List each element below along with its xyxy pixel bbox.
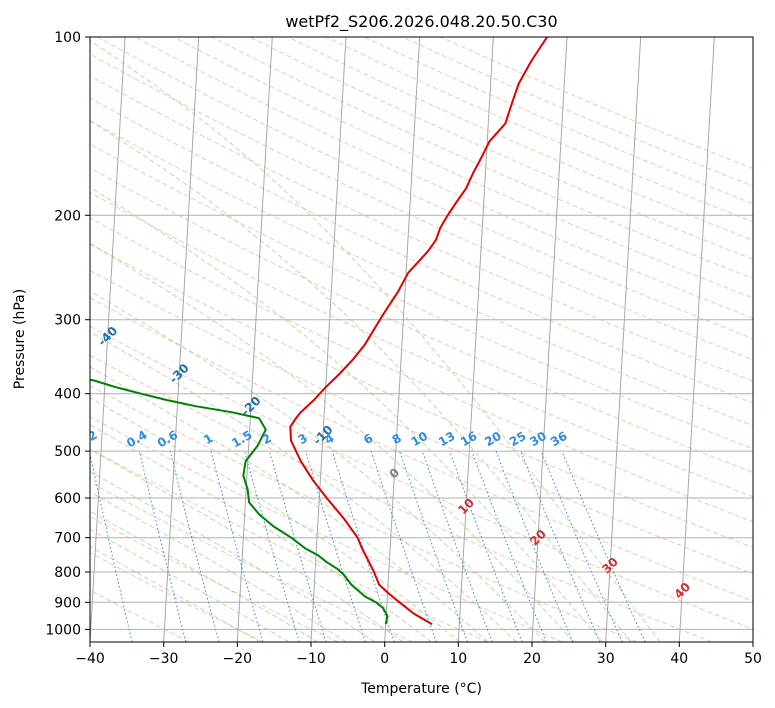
y-tick-label: 800 — [54, 565, 81, 581]
dry-adiabat — [90, 217, 753, 523]
x-tick-label: −20 — [223, 651, 253, 667]
dry-adiabat — [90, 448, 488, 642]
y-tick-label: 200 — [54, 208, 81, 224]
x-tick-label: 40 — [670, 651, 688, 667]
x-tick-label: −30 — [149, 651, 179, 667]
x-tick-label: 20 — [523, 651, 541, 667]
dry-adiabat — [90, 269, 753, 575]
mixing-ratio-line — [495, 450, 574, 642]
inline-labels: -100-90-80-70-60-50-40-30-20-1000.10.20.… — [74, 324, 693, 602]
x-tick-label: −40 — [75, 651, 105, 667]
temperature-profile — [289, 37, 548, 626]
x-tick-label: 50 — [744, 651, 762, 667]
plot-frame — [89, 36, 754, 643]
mixing-ratio-label: 0.2 — [74, 428, 99, 451]
dewpoint-profile — [90, 378, 389, 625]
mixing-ratio-line — [370, 450, 437, 642]
isotherm-line — [90, 37, 126, 642]
mixing-ratio-line — [540, 450, 623, 642]
moist-adiabat — [90, 545, 261, 642]
moist-adiabat — [90, 424, 432, 642]
y-tick-label: 100 — [54, 30, 81, 46]
moist-adiabat — [90, 331, 517, 642]
y-tick-label: 400 — [54, 387, 81, 403]
mixing-ratio-line — [471, 450, 547, 642]
moist-adiabat — [90, 242, 574, 642]
mixing-ratio-line — [268, 450, 327, 642]
moist-adiabat — [90, 186, 603, 642]
isotherm-line — [457, 37, 494, 642]
mixing-ratio-line — [210, 450, 264, 642]
moist-adiabat — [90, 120, 632, 642]
y-tick-label: 300 — [54, 313, 81, 329]
isotherm-line — [163, 37, 200, 642]
profile-lines — [90, 37, 548, 626]
x-tick-label: 30 — [597, 651, 615, 667]
isotherm-line — [236, 37, 273, 642]
mixing-ratio-line — [449, 450, 523, 642]
dry-adiabat — [90, 325, 753, 630]
mixing-ratio-line — [244, 450, 300, 642]
mixing-ratio-line — [399, 450, 468, 642]
isotherm-line — [384, 37, 421, 642]
y-axis-label: Pressure (hPa) — [12, 289, 28, 389]
isotherm-line — [605, 37, 642, 642]
moist-adiabat — [90, 448, 404, 642]
moist-adiabat — [90, 397, 461, 642]
moist-adiabat — [90, 528, 290, 642]
dry-adiabat — [173, 37, 753, 299]
mixing-ratio-line — [520, 450, 601, 642]
dry-adiabat — [90, 243, 753, 549]
x-tick-label: 0 — [380, 651, 389, 667]
moist-adiabat — [90, 290, 546, 642]
dry-adiabat — [96, 37, 753, 340]
chart-grid — [90, 37, 753, 642]
mixing-ratio-line — [421, 450, 493, 642]
y-tick-label: 700 — [54, 531, 81, 547]
mixing-ratio-line — [90, 451, 133, 642]
dry-adiabat — [90, 481, 414, 642]
dry-adiabat — [90, 589, 190, 642]
mixing-ratio-line — [138, 450, 187, 642]
y-tick-label: 600 — [54, 491, 81, 507]
mixing-ratio-line — [305, 450, 366, 642]
isotherm-line — [310, 37, 347, 642]
moist-adiabat — [90, 491, 347, 642]
isotherm-line — [678, 37, 715, 642]
mixing-ratio-line — [561, 450, 646, 642]
dry-adiabat — [90, 143, 753, 450]
axes: −40 −30 −20 −10 0 10 20 30 40 50 100 200 300 400 500 60… — [45, 30, 762, 667]
dry-adiabat — [90, 354, 712, 642]
moist-adiabat — [90, 39, 661, 642]
dry-adiabat — [135, 37, 753, 319]
dry-adiabat — [90, 167, 753, 474]
dry-adiabat — [90, 415, 563, 642]
isotherm-line — [531, 37, 568, 642]
dry-adiabat — [90, 516, 339, 642]
chart-title: wetPf2_S206.2026.048.20.50.C30 — [285, 12, 557, 32]
dry-adiabat — [90, 192, 753, 498]
y-tick-label: 500 — [54, 444, 81, 460]
x-axis-label: Temperature (°C) — [360, 681, 482, 697]
y-tick-label: 1000 — [45, 622, 81, 638]
x-tick-label: −10 — [296, 651, 326, 667]
y-tick-label: 900 — [54, 595, 81, 611]
x-tick-label: 10 — [449, 651, 467, 667]
mixing-ratio-line — [169, 450, 220, 642]
